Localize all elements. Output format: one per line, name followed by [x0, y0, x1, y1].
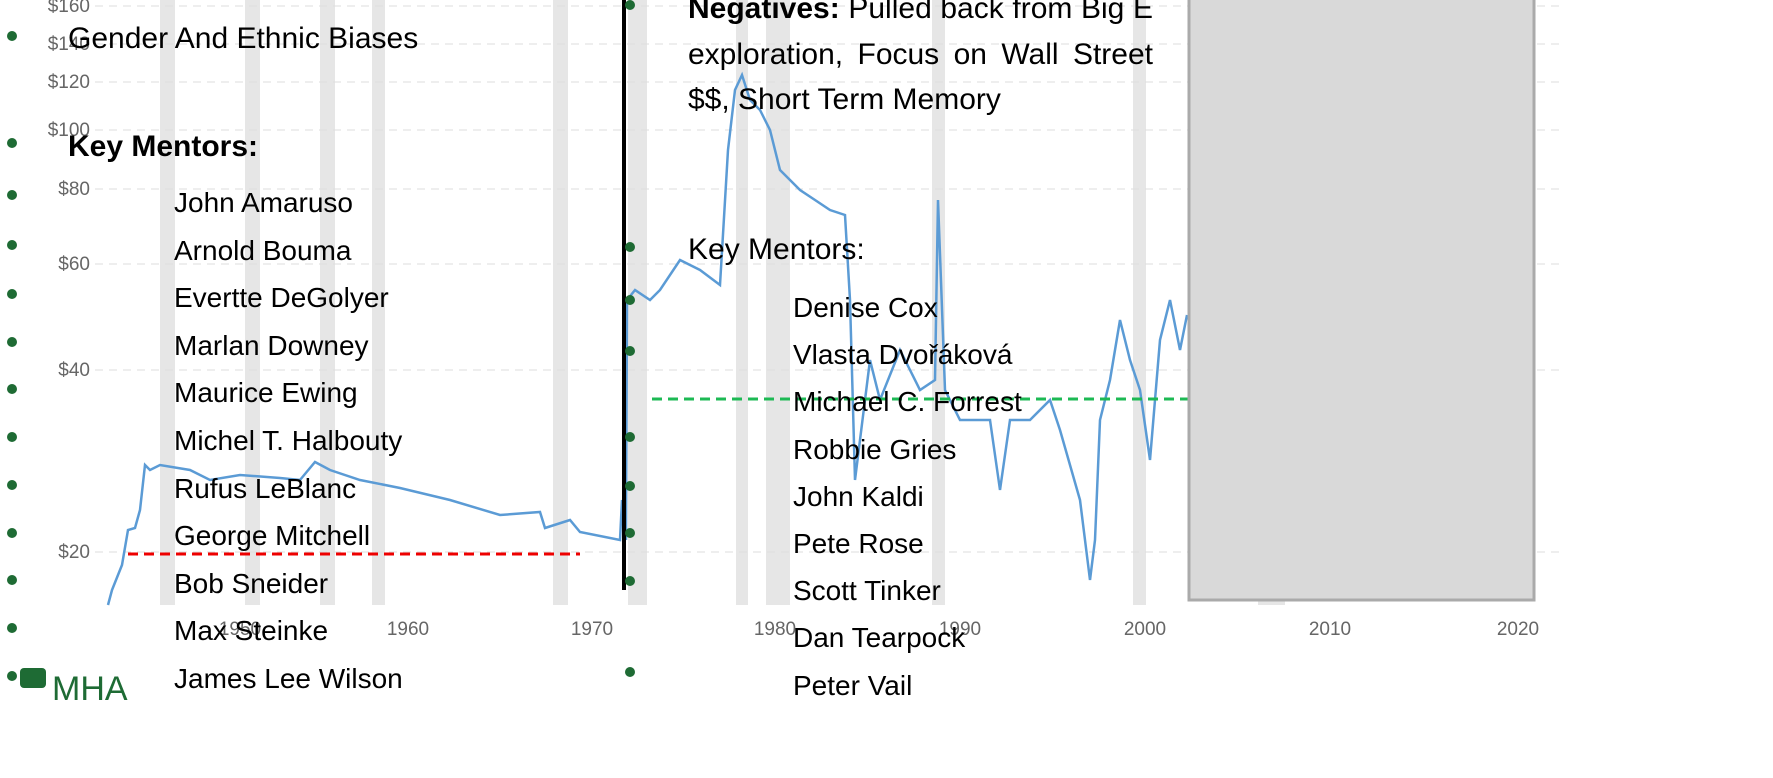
logo-mark	[20, 668, 46, 688]
x-axis-label: 1990	[939, 619, 981, 640]
x-axis-label: 1970	[571, 619, 613, 640]
y-axis-label: $40	[58, 360, 90, 381]
mentor-name: Pete Rose	[793, 528, 924, 559]
price-line	[106, 71, 1189, 606]
bullet	[7, 528, 17, 538]
x-axis-label: 2020	[1497, 619, 1539, 640]
bullet	[7, 190, 17, 200]
y-axis-label: $160	[48, 0, 90, 17]
mentor-name: John Amaruso	[174, 187, 353, 218]
x-axis-label: 2000	[1124, 619, 1166, 640]
mentor-name: Marlan Downey	[174, 329, 369, 361]
bullet	[7, 671, 17, 681]
y-axis-label: $140	[48, 34, 90, 55]
bullet	[7, 31, 17, 41]
negatives-text: Pulled back from Big E exploration, Focu…	[688, 0, 1153, 116]
mentor-name: Evertte DeGolyer	[174, 282, 389, 314]
y-axis-label: $20	[58, 542, 90, 563]
x-axis-label: 1980	[754, 619, 796, 640]
bullet	[7, 240, 17, 250]
left-mentors-title: Key Mentors:	[68, 130, 259, 163]
mentor-name: Dan Tearpock	[793, 622, 966, 654]
bullet	[7, 623, 17, 633]
x-axis-label: 2010	[1309, 619, 1351, 640]
bullet	[625, 481, 635, 491]
recession-bands	[160, 0, 1285, 605]
mentor-name: Bob Sneider	[174, 567, 329, 599]
subheading: Gender And Ethnic Biases	[68, 22, 419, 55]
y-axis-label: $60	[58, 254, 90, 275]
mentor-name: Michel T. Halbouty	[174, 425, 403, 456]
bullet	[7, 384, 17, 394]
mentor-name: Scott Tinker	[793, 575, 941, 607]
bullet	[7, 289, 17, 299]
mentor-name: Maurice Ewing	[174, 377, 358, 409]
y-axis-label: $120	[48, 72, 90, 93]
mentor-name: Max Steinke	[174, 615, 329, 647]
negatives-label: Negatives:	[688, 0, 840, 25]
mentor-name: Denise Cox	[793, 292, 938, 323]
bullet	[625, 576, 635, 586]
mentor-name: Peter Vail	[793, 669, 913, 701]
mentor-name: Michael C. Forrest	[793, 386, 1022, 418]
bullet	[7, 575, 17, 585]
bullet	[7, 480, 17, 490]
y-axis-label: $100	[48, 120, 90, 141]
bullet	[7, 138, 17, 148]
mentor-name: John Kaldi	[793, 480, 924, 512]
mentor-name: George Mitchell	[174, 520, 371, 552]
x-axis-label: 1950	[219, 619, 261, 640]
bullet	[7, 432, 17, 442]
bullet	[625, 432, 635, 442]
mentor-name: James Lee Wilson	[174, 663, 403, 694]
right-mentors-title: Key Mentors:	[688, 233, 865, 266]
bullet	[7, 337, 17, 347]
negatives: Negatives: Pulled back from Big E explor…	[688, 0, 1153, 123]
mentor-name: Vlasta Dvořáková	[793, 339, 1013, 371]
bullet	[625, 242, 635, 252]
mentor-name: Arnold Bouma	[174, 234, 352, 266]
mentor-name: Rufus LeBlanc	[174, 472, 357, 504]
y-axis-label: $80	[58, 179, 90, 200]
bullets	[7, 0, 635, 681]
logo-text: MHA	[52, 670, 128, 708]
bullet	[625, 667, 635, 677]
x-axis-label: 1960	[387, 619, 429, 640]
gray-box	[1187, 0, 1536, 602]
bullet	[625, 528, 635, 538]
bullet	[625, 346, 635, 356]
bullet	[625, 295, 635, 305]
mentor-name: Robbie Gries	[793, 433, 957, 465]
bullet	[625, 0, 635, 10]
